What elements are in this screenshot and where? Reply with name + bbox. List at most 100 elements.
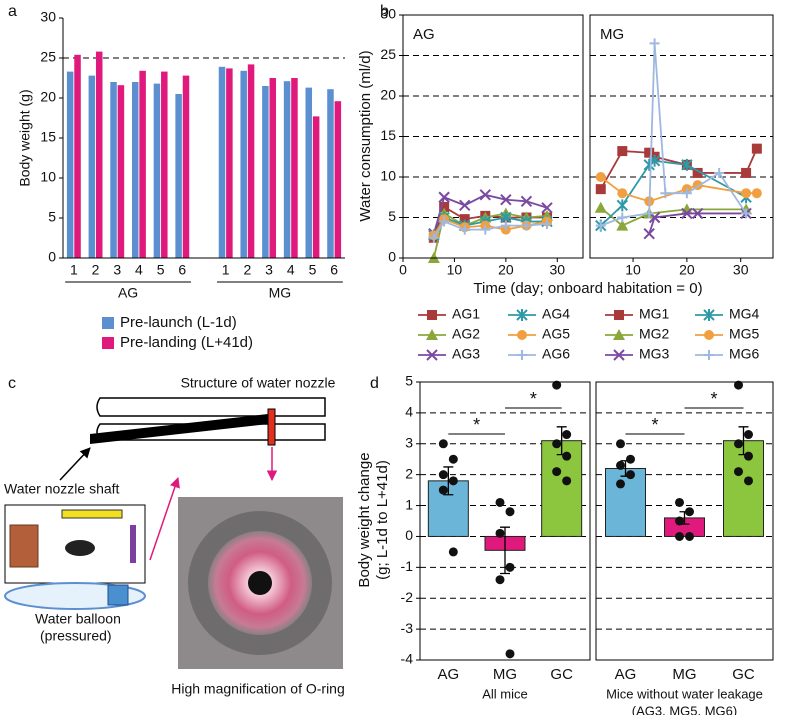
bar [262, 86, 269, 258]
legend-label: MG5 [729, 326, 760, 342]
marker [613, 349, 625, 361]
marker [479, 189, 491, 201]
subplot-title: AG [413, 26, 435, 43]
marker [542, 218, 552, 229]
plot-frame [402, 14, 584, 259]
marker [751, 188, 762, 199]
dot [505, 562, 515, 572]
bar [283, 81, 291, 258]
subplot-caption: Mice without water leakage [606, 686, 763, 701]
bar [161, 71, 168, 258]
significance-label: * [651, 415, 658, 435]
x-tick-label: 2 [92, 262, 100, 278]
bar [117, 85, 125, 258]
bar [131, 82, 139, 258]
y-tick-label: 5 [405, 373, 413, 389]
marker [428, 232, 439, 243]
y-tick-label: 1 [405, 496, 413, 512]
diagram: c Structure of water nozzle Water nozzle… [4, 375, 345, 697]
y-tick-label: 5 [48, 209, 56, 225]
significance-label: * [473, 415, 480, 435]
marker [426, 349, 438, 361]
marker [681, 188, 692, 199]
marker [741, 208, 752, 219]
x-tick-label: 5 [309, 262, 317, 278]
dot [675, 531, 684, 541]
marker [427, 310, 437, 320]
bar [312, 116, 320, 259]
panel-label: c [8, 375, 16, 392]
marker [616, 199, 629, 212]
y-tick-label: 10 [40, 169, 56, 185]
dot [675, 497, 684, 507]
marker [704, 330, 714, 340]
x-tick-label: 10 [625, 262, 641, 278]
y-tick-label: 2 [405, 465, 413, 481]
panel-label: d [370, 375, 379, 392]
dot [448, 547, 458, 557]
legend-label: AG4 [542, 306, 570, 322]
y-axis-label: (g; L-1d to L+41d) [374, 460, 391, 580]
legend-label: AG2 [452, 326, 480, 342]
y-axis-label: Water consumption (ml/d) [357, 50, 374, 221]
y-tick-label: 10 [380, 168, 396, 184]
dot [505, 507, 515, 517]
bar [88, 75, 96, 258]
bar [139, 70, 146, 258]
marker [741, 188, 752, 199]
dot [562, 430, 572, 440]
bar [66, 71, 74, 258]
marker [703, 309, 715, 321]
marker [741, 167, 752, 178]
x-tick-label: 4 [287, 262, 295, 278]
y-tick-label: 25 [380, 46, 396, 62]
x-tick-label: GC [550, 666, 573, 683]
bar [291, 78, 298, 258]
marker [459, 224, 470, 235]
marker [516, 309, 528, 321]
x-tick-label: MG [493, 666, 517, 683]
bar [327, 89, 334, 258]
marker [644, 208, 655, 219]
x-tick-label: 3 [265, 262, 273, 278]
dot [552, 467, 562, 477]
legend-label: AG1 [452, 306, 480, 322]
dot [562, 476, 572, 486]
bar [182, 75, 190, 258]
significance-label: * [530, 389, 537, 409]
plot-frame [595, 381, 774, 661]
x-tick-label: 3 [113, 262, 121, 278]
dot [626, 454, 635, 464]
subplot-caption: All mice [482, 686, 528, 701]
bar [605, 467, 646, 537]
marker [704, 350, 714, 360]
y-axis-label: Body weight (g) [17, 89, 33, 186]
line [648, 212, 747, 234]
bar [334, 101, 342, 258]
nozzle-shaft [90, 414, 268, 444]
group-label: AG [118, 285, 138, 301]
dot [626, 470, 635, 480]
bar [74, 54, 81, 258]
marker [541, 202, 553, 214]
dot [685, 531, 694, 541]
dot [438, 485, 448, 495]
bar [95, 51, 103, 258]
group-label: MG [269, 285, 292, 301]
marker [692, 167, 703, 178]
error-bar [443, 466, 454, 496]
marker [595, 184, 606, 195]
legend-swatch [102, 337, 114, 349]
y-tick-label: 5 [388, 208, 396, 224]
legend-swatch [102, 317, 114, 329]
marker [426, 329, 438, 340]
bar [226, 68, 233, 259]
x-tick-label: 30 [549, 262, 565, 278]
dot [562, 451, 572, 461]
marker [517, 350, 527, 360]
bar [723, 440, 764, 537]
marker [617, 146, 628, 157]
dot [552, 380, 562, 390]
bar [305, 87, 313, 258]
legend-label: AG5 [542, 326, 570, 342]
